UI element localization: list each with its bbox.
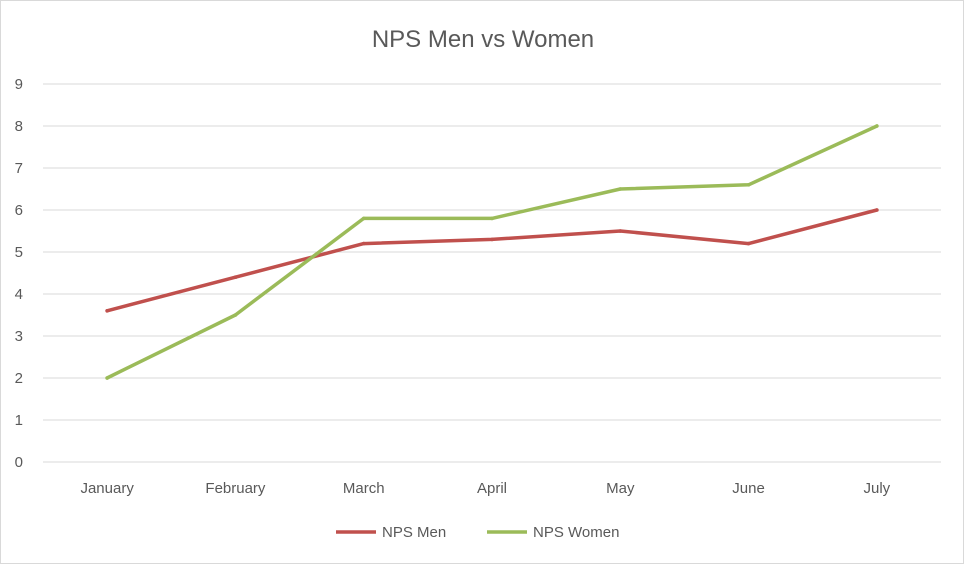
y-tick-label: 0 xyxy=(15,454,23,471)
data-point xyxy=(361,216,366,221)
y-tick-label: 5 xyxy=(15,244,23,261)
y-tick-label: 7 xyxy=(15,160,23,177)
data-point xyxy=(618,229,623,233)
x-tick-label: January xyxy=(80,480,134,497)
y-axis-labels: 0 1 2 3 4 5 6 7 8 9 xyxy=(15,76,23,471)
data-point xyxy=(875,208,879,212)
y-tick-label: 9 xyxy=(15,76,23,93)
data-point xyxy=(746,241,751,246)
y-tick-label: 6 xyxy=(15,202,23,219)
data-point xyxy=(361,241,366,246)
x-tick-label: February xyxy=(205,480,266,497)
data-point xyxy=(618,187,623,191)
legend: NPS Men NPS Women xyxy=(336,524,619,541)
series-lines xyxy=(105,124,879,380)
y-tick-label: 4 xyxy=(15,286,23,303)
data-point xyxy=(233,275,238,280)
y-tick-label: 2 xyxy=(15,370,23,387)
data-point xyxy=(875,124,879,128)
x-tick-label: March xyxy=(343,480,385,497)
data-point xyxy=(490,237,494,242)
x-tick-label: May xyxy=(606,480,635,497)
y-tick-label: 1 xyxy=(15,412,23,429)
data-point xyxy=(746,183,751,187)
data-point xyxy=(233,313,238,317)
legend-label: NPS Men xyxy=(382,524,446,541)
legend-label: NPS Women xyxy=(533,524,619,541)
x-tick-label: July xyxy=(864,480,891,497)
y-tick-label: 8 xyxy=(15,118,23,135)
x-tick-label: June xyxy=(732,480,765,497)
x-tick-label: April xyxy=(477,480,507,497)
chart-title: NPS Men vs Women xyxy=(372,26,594,53)
data-point xyxy=(490,216,494,221)
x-axis-labels: January February March April May June July xyxy=(80,480,890,497)
data-point xyxy=(105,309,109,313)
gridlines xyxy=(43,83,941,463)
data-point xyxy=(105,376,109,380)
series-line-nps-men xyxy=(105,208,879,313)
y-tick-label: 3 xyxy=(15,328,23,345)
